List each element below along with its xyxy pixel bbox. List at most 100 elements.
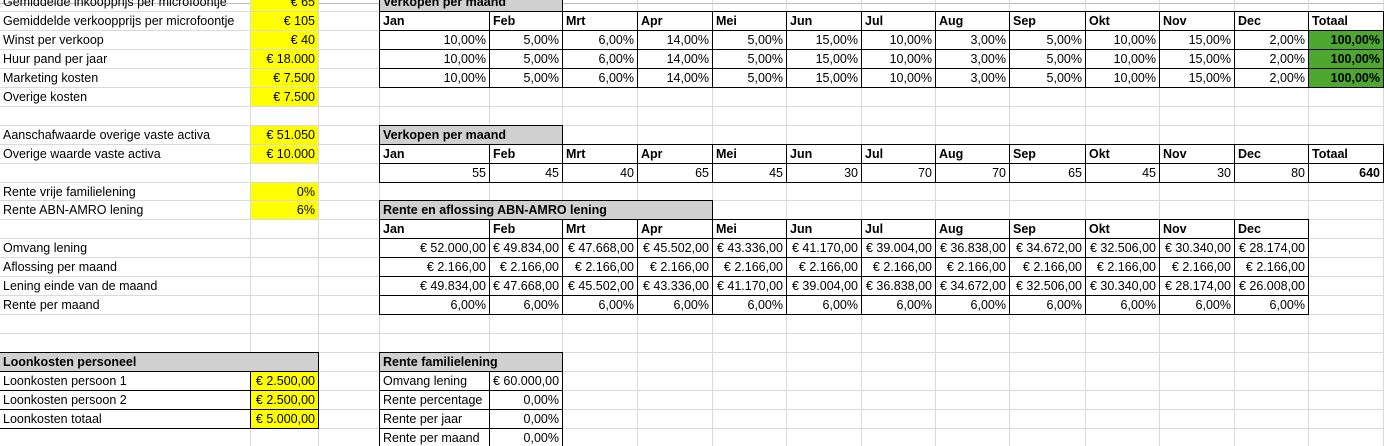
grid-cell[interactable] bbox=[1160, 183, 1235, 201]
abn-cell[interactable]: 6,00% bbox=[637, 295, 713, 315]
month-header[interactable]: Mei bbox=[712, 11, 787, 31]
grid-cell[interactable] bbox=[713, 391, 787, 410]
grid-cell[interactable] bbox=[787, 126, 862, 145]
param-label[interactable]: Huur pand per jaar bbox=[3, 52, 108, 66]
grid-cell[interactable] bbox=[319, 31, 380, 50]
pct-cell[interactable]: 2,00% bbox=[1234, 68, 1309, 88]
abn-cell[interactable]: € 2.166,00 bbox=[1085, 257, 1160, 277]
pct-cell[interactable]: 10,00% bbox=[861, 68, 936, 88]
grid-cell[interactable] bbox=[0, 69, 251, 88]
pct-cell[interactable]: 6,00% bbox=[562, 49, 638, 69]
month-header[interactable]: Okt bbox=[1085, 11, 1160, 31]
abn-cell[interactable]: € 32.506,00 bbox=[1085, 238, 1160, 258]
month-header[interactable]: Aug bbox=[935, 144, 1010, 164]
abn-cell[interactable]: 6,00% bbox=[935, 295, 1010, 315]
grid-cell[interactable] bbox=[319, 258, 380, 277]
abn-cell[interactable]: € 47.668,00 bbox=[489, 276, 563, 296]
grid-cell[interactable] bbox=[251, 429, 319, 446]
month-header[interactable]: Okt bbox=[1085, 219, 1160, 239]
grid-cell[interactable] bbox=[1086, 353, 1160, 372]
param-label[interactable]: Rente ABN-AMRO lening bbox=[3, 203, 144, 217]
grid-cell[interactable] bbox=[319, 164, 380, 183]
abn-cell[interactable]: 6,00% bbox=[379, 295, 490, 315]
grid-cell[interactable] bbox=[563, 410, 638, 429]
loonkosten-title[interactable]: Loonkosten personeel bbox=[0, 352, 319, 372]
grid-cell[interactable] bbox=[1086, 201, 1160, 220]
abn-cell[interactable]: 6,00% bbox=[489, 295, 563, 315]
month-header[interactable]: Feb bbox=[489, 219, 563, 239]
grid-cell[interactable] bbox=[490, 334, 563, 353]
grid-cell[interactable] bbox=[319, 145, 380, 164]
qty-cell[interactable]: 30 bbox=[1159, 163, 1235, 183]
param-value[interactable]: € 51.050 bbox=[251, 126, 318, 144]
grid-cell[interactable] bbox=[319, 50, 380, 69]
grid-cell[interactable] bbox=[319, 88, 380, 107]
pct-cell[interactable]: 3,00% bbox=[935, 68, 1010, 88]
empty-cell[interactable] bbox=[251, 107, 318, 125]
grid-cell[interactable] bbox=[1010, 429, 1086, 446]
total-pct-cell[interactable]: 100,00% bbox=[1308, 30, 1384, 50]
grid-cell[interactable] bbox=[380, 334, 490, 353]
pct-cell[interactable]: 14,00% bbox=[637, 49, 713, 69]
grid-cell[interactable] bbox=[0, 296, 251, 315]
abn-row-label[interactable]: Lening einde van de maand bbox=[3, 279, 158, 293]
abn-cell[interactable]: € 49.834,00 bbox=[379, 276, 490, 296]
grid-cell[interactable] bbox=[936, 315, 1010, 334]
grid-cell[interactable] bbox=[936, 429, 1010, 446]
grid-cell[interactable] bbox=[380, 183, 490, 201]
pct-cell[interactable]: 10,00% bbox=[861, 30, 936, 50]
abn-cell[interactable]: € 41.170,00 bbox=[712, 276, 787, 296]
grid-cell[interactable] bbox=[1010, 353, 1086, 372]
grid-cell[interactable] bbox=[713, 315, 787, 334]
grid-cell[interactable] bbox=[936, 88, 1010, 107]
grid-cell[interactable] bbox=[787, 107, 862, 126]
grid-cell[interactable] bbox=[490, 107, 563, 126]
abn-cell[interactable]: € 49.834,00 bbox=[489, 238, 563, 258]
grid-cell[interactable] bbox=[1309, 277, 1384, 296]
qty-cell[interactable]: 70 bbox=[935, 163, 1010, 183]
grid-cell[interactable] bbox=[563, 126, 638, 145]
familie-title[interactable]: Rente familielening bbox=[379, 352, 563, 372]
grid-cell[interactable] bbox=[251, 164, 319, 183]
param-value[interactable]: 6% bbox=[251, 201, 318, 219]
grid-cell[interactable] bbox=[1010, 391, 1086, 410]
abn-cell[interactable]: € 2.166,00 bbox=[562, 257, 638, 277]
familie-value[interactable]: 0,00% bbox=[489, 390, 563, 410]
grid-cell[interactable] bbox=[1309, 410, 1384, 429]
abn-cell[interactable]: € 2.166,00 bbox=[489, 257, 563, 277]
grid-cell[interactable] bbox=[1160, 107, 1235, 126]
month-header[interactable]: Totaal bbox=[1308, 11, 1384, 31]
grid-cell[interactable] bbox=[1309, 201, 1384, 220]
month-header[interactable]: Dec bbox=[1234, 219, 1309, 239]
grid-cell[interactable] bbox=[1235, 391, 1309, 410]
grid-cell[interactable] bbox=[1309, 296, 1384, 315]
loonkosten-label[interactable]: Loonkosten persoon 1 bbox=[0, 371, 251, 391]
grid-cell[interactable] bbox=[251, 220, 319, 239]
param-label[interactable]: Marketing kosten bbox=[3, 71, 99, 85]
grid-cell[interactable] bbox=[1010, 183, 1086, 201]
grid-cell[interactable] bbox=[1309, 183, 1384, 201]
grid-cell[interactable] bbox=[713, 183, 787, 201]
grid-cell[interactable] bbox=[0, 315, 251, 334]
grid-cell[interactable] bbox=[319, 12, 380, 31]
abn-cell[interactable]: € 36.838,00 bbox=[861, 276, 936, 296]
grid-cell[interactable] bbox=[1309, 334, 1384, 353]
abn-cell[interactable]: € 2.166,00 bbox=[1234, 257, 1309, 277]
month-header[interactable]: Jul bbox=[861, 144, 936, 164]
grid-cell[interactable] bbox=[862, 391, 936, 410]
grid-cell[interactable] bbox=[1086, 391, 1160, 410]
param-label[interactable]: Rente vrije familielening bbox=[3, 185, 136, 199]
grid-cell[interactable] bbox=[787, 334, 862, 353]
grid-cell[interactable] bbox=[251, 239, 319, 258]
grid-cell[interactable] bbox=[787, 391, 862, 410]
grid-cell[interactable] bbox=[1235, 353, 1309, 372]
grid-cell[interactable] bbox=[319, 69, 380, 88]
pct-cell[interactable]: 15,00% bbox=[1159, 68, 1235, 88]
grid-cell[interactable] bbox=[1309, 429, 1384, 446]
grid-cell[interactable] bbox=[862, 183, 936, 201]
qty-cell[interactable]: 45 bbox=[1085, 163, 1160, 183]
grid-cell[interactable] bbox=[936, 183, 1010, 201]
grid-cell[interactable] bbox=[251, 31, 319, 50]
grid-cell[interactable] bbox=[638, 410, 713, 429]
month-header[interactable]: Mei bbox=[712, 219, 787, 239]
